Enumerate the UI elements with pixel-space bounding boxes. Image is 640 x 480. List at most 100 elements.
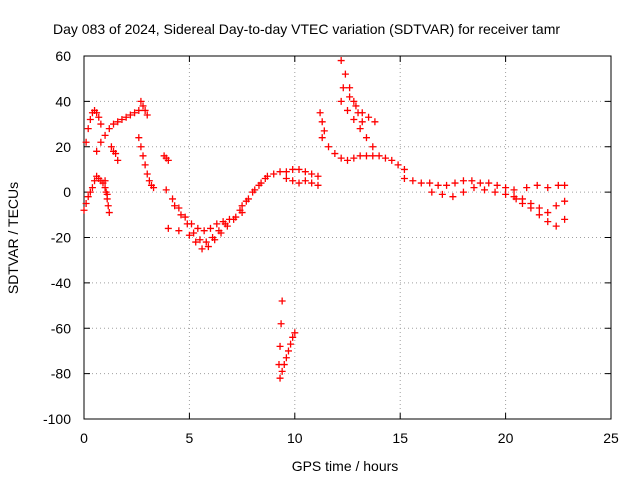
data-point	[443, 181, 451, 189]
series-b	[82, 106, 105, 146]
data-point	[145, 177, 153, 185]
data-point	[86, 188, 94, 196]
data-point	[350, 116, 358, 124]
series-s	[339, 84, 379, 126]
y-tick-label: -40	[51, 275, 71, 291]
data-point	[388, 156, 396, 164]
series-t	[337, 97, 377, 151]
data-point	[141, 161, 149, 169]
data-point	[468, 177, 476, 185]
data-point	[381, 154, 389, 162]
data-point	[282, 354, 290, 362]
data-point	[110, 120, 118, 128]
data-point	[198, 245, 206, 253]
data-point	[200, 227, 208, 235]
data-point	[358, 109, 366, 117]
data-point	[93, 147, 101, 155]
series-f	[137, 97, 151, 119]
data-point	[358, 118, 366, 126]
x-tick-label: 20	[498, 430, 514, 446]
data-point	[344, 106, 351, 114]
data-point	[143, 111, 151, 119]
data-point	[209, 234, 217, 241]
data-point	[316, 109, 324, 117]
data-point	[320, 127, 328, 135]
data-point	[97, 120, 105, 128]
data-point	[308, 179, 316, 187]
data-point	[118, 116, 126, 124]
x-tick-label: 25	[603, 430, 619, 446]
data-point	[192, 238, 200, 246]
data-point	[481, 186, 489, 194]
data-point	[101, 184, 109, 192]
y-tick-label: 20	[55, 139, 71, 155]
series-k	[171, 202, 229, 246]
data-point	[451, 179, 459, 187]
data-point	[114, 118, 122, 126]
series-g	[135, 134, 158, 192]
data-point	[93, 109, 101, 117]
data-point	[552, 202, 560, 210]
data-point	[523, 184, 531, 192]
data-point	[150, 184, 158, 192]
series-w	[510, 193, 569, 217]
data-point	[287, 340, 295, 348]
data-point	[552, 222, 560, 230]
data-point	[352, 102, 360, 110]
data-point	[485, 179, 493, 187]
data-point	[221, 220, 229, 228]
series-y	[523, 181, 569, 192]
x-tick-label: 5	[186, 430, 194, 446]
data-point	[84, 193, 92, 201]
y-tick-label: -100	[43, 411, 71, 427]
data-point	[301, 177, 309, 185]
data-point	[105, 125, 113, 133]
series-i	[162, 186, 246, 235]
y-tick-label: 40	[55, 93, 71, 109]
data-point	[533, 181, 541, 189]
data-point	[510, 186, 518, 194]
data-point	[491, 188, 499, 196]
data-point	[263, 172, 271, 180]
data-point	[177, 211, 185, 219]
series-e	[107, 143, 122, 164]
data-point	[114, 156, 122, 164]
data-point	[346, 84, 354, 92]
data-point	[238, 202, 246, 210]
data-point	[544, 209, 552, 217]
data-point	[270, 170, 278, 178]
grid-layer	[84, 56, 611, 419]
data-point	[289, 333, 297, 341]
data-point	[84, 125, 92, 133]
data-point	[107, 143, 115, 151]
data-point	[535, 211, 543, 219]
data-point	[164, 224, 172, 232]
data-point	[400, 175, 408, 183]
data-point	[183, 220, 191, 228]
x-tick-label: 0	[80, 430, 88, 446]
data-point	[289, 177, 297, 185]
data-point	[308, 170, 316, 178]
data-point	[131, 109, 139, 117]
data-point	[202, 238, 210, 246]
data-point	[291, 329, 299, 337]
data-point	[356, 152, 364, 160]
data-point	[82, 138, 90, 146]
data-point	[535, 204, 543, 212]
data-point	[344, 156, 351, 164]
data-point	[236, 206, 244, 214]
data-point	[275, 361, 283, 369]
data-point	[362, 134, 370, 142]
data-point	[434, 181, 442, 189]
data-point	[544, 184, 552, 192]
data-point	[88, 184, 96, 192]
tick-label-layer: 0 5 10 15 20 25 -100 -80 -60 -40 -20 0 20 40 60	[43, 48, 619, 446]
data-point	[185, 231, 193, 239]
y-axis-label: SDTVAR / TECUs	[5, 182, 21, 294]
data-point	[194, 224, 202, 232]
data-point	[276, 374, 284, 382]
y-tick-label: -20	[51, 230, 71, 246]
data-point	[213, 220, 221, 228]
data-point	[137, 143, 145, 151]
data-point	[143, 170, 151, 178]
